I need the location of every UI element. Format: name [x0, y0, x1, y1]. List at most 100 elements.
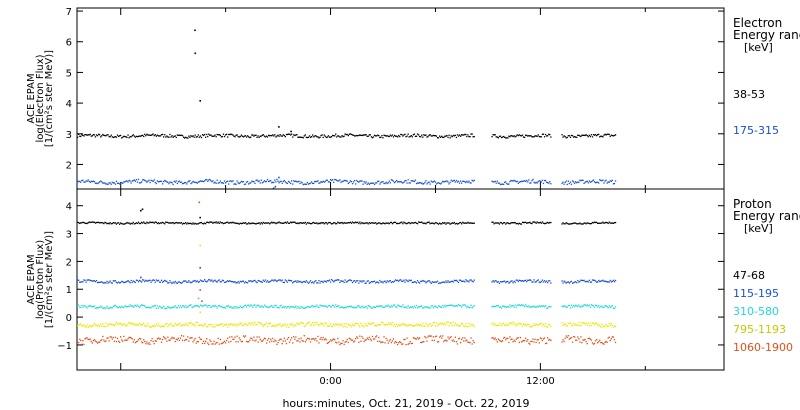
- data-point: [458, 279, 461, 281]
- data-point: [314, 305, 316, 307]
- data-point: [529, 135, 531, 137]
- data-point: [253, 280, 255, 282]
- data-point: [441, 337, 443, 339]
- data-point: [524, 221, 526, 224]
- data-point: [351, 134, 354, 136]
- data-point: [251, 134, 253, 136]
- data-point: [513, 135, 515, 137]
- data-point: [343, 307, 345, 309]
- data-point: [96, 325, 99, 328]
- data-point: [533, 305, 535, 307]
- data-point: [262, 339, 264, 341]
- data-point: [456, 305, 459, 307]
- data-point: [439, 336, 441, 338]
- data-point: [99, 341, 101, 343]
- data-point: [328, 325, 331, 327]
- data-point: [506, 137, 508, 139]
- data-point: [550, 306, 552, 308]
- data-point: [257, 321, 259, 323]
- data-point: [122, 340, 124, 342]
- data-point: [223, 306, 226, 308]
- data-point: [296, 322, 298, 324]
- data-point: [227, 221, 229, 223]
- data-point: [379, 305, 381, 307]
- data-point: [165, 180, 167, 182]
- data-point: [217, 280, 219, 282]
- data-point: [385, 181, 387, 183]
- data-point: [106, 305, 108, 307]
- data-point: [140, 324, 142, 326]
- data-point: [88, 134, 90, 136]
- data-point: [464, 222, 466, 224]
- data-point: [173, 306, 175, 308]
- data-point: [283, 324, 285, 327]
- data-point: [612, 135, 615, 137]
- data-point: [325, 281, 327, 283]
- data-point: [179, 325, 182, 327]
- data-point: [244, 323, 247, 325]
- data-point: [87, 305, 89, 307]
- data-point: [548, 222, 550, 224]
- data-point: [271, 325, 273, 327]
- data-point: [164, 134, 166, 136]
- data-point: [422, 307, 424, 309]
- data-point: [411, 281, 413, 284]
- data-point: [598, 340, 600, 343]
- data-point: [198, 201, 201, 204]
- data-point: [376, 325, 378, 327]
- data-point: [242, 136, 245, 138]
- data-point: [304, 341, 306, 343]
- data-point: [434, 305, 437, 307]
- data-point: [471, 222, 473, 224]
- data-point: [515, 306, 517, 308]
- data-point: [212, 135, 214, 137]
- data-point: [207, 306, 209, 308]
- data-point: [145, 326, 147, 328]
- data-point: [429, 335, 431, 337]
- data-point: [253, 222, 255, 224]
- data-point: [522, 136, 525, 138]
- data-point: [519, 223, 522, 225]
- data-point: [381, 181, 383, 183]
- data-point: [440, 282, 442, 284]
- data-point: [208, 179, 210, 181]
- data-point: [527, 323, 529, 325]
- data-point: [585, 322, 587, 324]
- data-point: [576, 223, 578, 225]
- data-point: [439, 323, 441, 325]
- data-point: [562, 306, 564, 308]
- data-point: [528, 135, 530, 137]
- data-point: [291, 337, 293, 339]
- data-point: [245, 306, 248, 308]
- data-point: [586, 134, 588, 137]
- data-point: [260, 281, 262, 283]
- data-point: [425, 306, 427, 308]
- data-point: [365, 282, 367, 284]
- data-point: [231, 180, 233, 183]
- data-point: [443, 281, 445, 283]
- data-point: [178, 180, 181, 182]
- data-point: [239, 305, 241, 307]
- data-point: [223, 324, 226, 326]
- data-point: [398, 222, 400, 225]
- data-point: [228, 323, 230, 325]
- data-point: [117, 323, 120, 326]
- data-point: [153, 222, 155, 224]
- data-point: [496, 325, 498, 327]
- data-point: [512, 222, 514, 224]
- data-point: [497, 182, 499, 184]
- data-point: [148, 342, 150, 344]
- data-point: [141, 304, 143, 306]
- data-point: [546, 135, 548, 137]
- data-point: [269, 341, 271, 343]
- data-point: [197, 281, 199, 283]
- data-point: [518, 181, 520, 183]
- data-point: [214, 343, 216, 345]
- data-point: [259, 182, 261, 184]
- data-point: [590, 304, 593, 306]
- data-point: [89, 181, 91, 183]
- data-point: [184, 222, 186, 225]
- data-point: [509, 322, 511, 324]
- data-point: [604, 180, 606, 182]
- data-point: [413, 305, 416, 307]
